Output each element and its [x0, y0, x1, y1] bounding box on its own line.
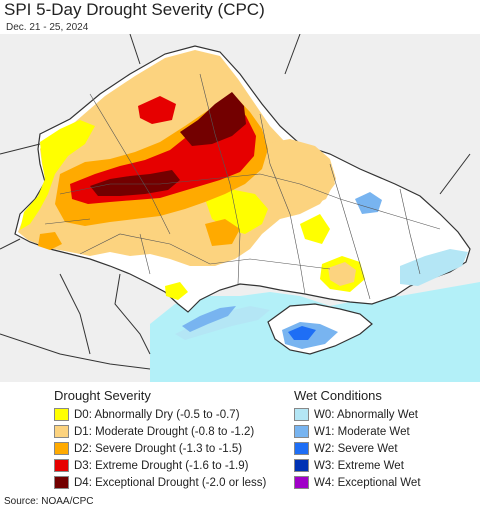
legend-item-w4: W4: Exceptional Wet: [294, 475, 421, 490]
legend-item-w2: W2: Severe Wet: [294, 441, 398, 456]
country-borders: [0, 34, 471, 370]
source-credit: Source: NOAA/CPC: [4, 496, 94, 507]
swatch-d2: [54, 442, 69, 455]
d0-region-east: [300, 214, 330, 244]
d1-region-southeast: [328, 262, 356, 286]
d2-region-southwest: [38, 232, 62, 250]
swatch-d0: [54, 408, 69, 421]
legend-item-w3: W3: Extreme Wet: [294, 458, 404, 473]
d1-region-east: [262, 139, 336, 209]
w0-region-coast: [175, 306, 270, 340]
d3-region-north: [138, 96, 176, 124]
swatch-w2: [294, 442, 309, 455]
w0-region-east: [400, 249, 468, 286]
legend-label-d0: D0: Abnormally Dry (-0.5 to -0.7): [74, 408, 240, 421]
d0-region-south: [165, 282, 188, 300]
d4-region-northeast: [180, 92, 246, 146]
swatch-w3: [294, 459, 309, 472]
legend-item-d0: D0: Abnormally Dry (-0.5 to -0.7): [54, 407, 240, 422]
w2-region-crimea: [288, 326, 316, 340]
legend-label-d4: D4: Exceptional Drought (-2.0 or less): [74, 476, 267, 489]
d0-region-west: [20, 120, 95, 230]
legend-label-w0: W0: Abnormally Wet: [314, 408, 418, 421]
swatch-d1: [54, 425, 69, 438]
wet-legend-heading: Wet Conditions: [294, 388, 382, 403]
d2-region-south: [205, 219, 240, 246]
drought-legend-heading: Drought Severity: [54, 388, 151, 403]
map-title: SPI 5-Day Drought Severity (CPC): [4, 0, 265, 19]
drought-map: [0, 34, 480, 382]
legend: Drought Severity Wet Conditions D0: Abno…: [0, 382, 480, 492]
oblast-borders: [44, 73, 441, 300]
legend-item-d3: D3: Extreme Drought (-1.6 to -1.9): [54, 458, 248, 473]
legend-item-d2: D2: Severe Drought (-1.3 to -1.5): [54, 441, 242, 456]
legend-label-d3: D3: Extreme Drought (-1.6 to -1.9): [74, 459, 249, 472]
legend-label-d1: D1: Moderate Drought (-0.8 to -1.2): [74, 425, 255, 438]
legend-label-w3: W3: Extreme Wet: [314, 459, 404, 472]
legend-item-d1: D1: Moderate Drought (-0.8 to -1.2): [54, 424, 254, 439]
legend-label-w4: W4: Exceptional Wet: [314, 476, 421, 489]
swatch-d3: [54, 459, 69, 472]
w1-region-north: [355, 192, 382, 214]
swatch-w1: [294, 425, 309, 438]
swatch-w4: [294, 476, 309, 489]
legend-item-d4: D4: Exceptional Drought (-2.0 or less): [54, 475, 266, 490]
w1-region-coast: [182, 306, 236, 332]
swatch-d4: [54, 476, 69, 489]
legend-label-w1: W1: Moderate Wet: [314, 425, 410, 438]
d4-region-central: [90, 170, 180, 196]
legend-item-w1: W1: Moderate Wet: [294, 424, 410, 439]
swatch-w0: [294, 408, 309, 421]
map-date-range: Dec. 21 - 25, 2024: [6, 22, 89, 33]
legend-label-w2: W2: Severe Wet: [314, 442, 398, 455]
legend-label-d2: D2: Severe Drought (-1.3 to -1.5): [74, 442, 243, 455]
legend-item-w0: W0: Abnormally Wet: [294, 407, 418, 422]
